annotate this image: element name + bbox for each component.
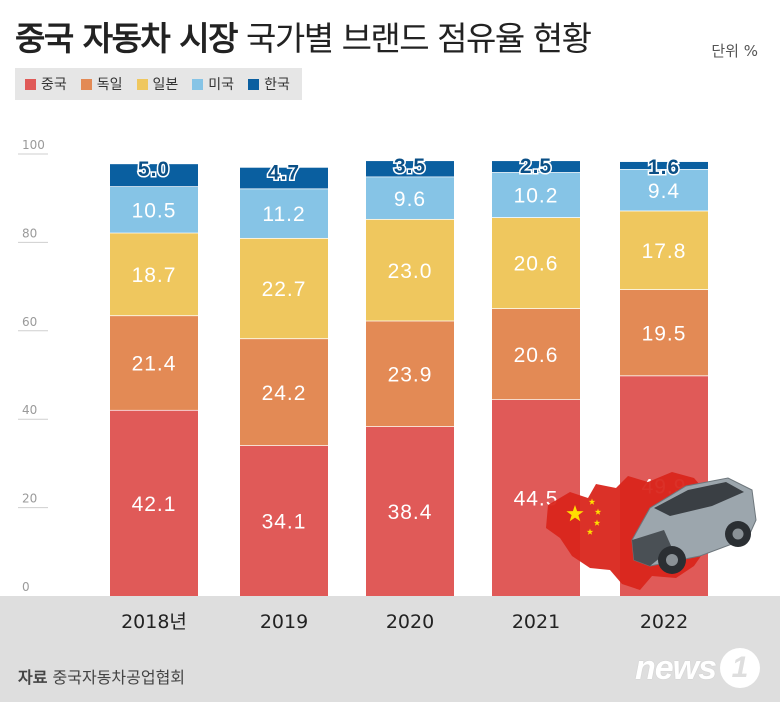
- data-label-0-0: 42.1: [132, 493, 177, 516]
- data-label-2-4: 3.5: [394, 155, 426, 178]
- logo-badge: 1: [720, 648, 760, 688]
- bar-1-3: [240, 188, 328, 238]
- data-label-4-3: 9.4: [648, 180, 680, 203]
- legend-item-korea: 한국: [248, 74, 290, 94]
- x-tick-label-0: 2018년: [121, 611, 187, 633]
- bar-4-4: [620, 161, 708, 170]
- car-windows: [654, 482, 744, 516]
- x-tick-label-4: 2022: [640, 611, 688, 633]
- footer-band: [0, 596, 780, 702]
- data-label-1-2: 22.7: [262, 278, 307, 301]
- data-label-0-3: 10.5: [132, 199, 177, 222]
- unit-label: 단위 %: [711, 42, 758, 60]
- legend-swatch-china: [25, 78, 36, 90]
- bar-0-1: [110, 315, 198, 410]
- data-label-3-3: 10.2: [514, 185, 559, 208]
- legend-swatch-korea: [248, 78, 260, 90]
- data-label-3-4: 2.5: [520, 155, 552, 178]
- x-tick-label-3: 2021: [512, 611, 560, 633]
- bar-0-0: [110, 409, 198, 596]
- legend-label-japan: 일본: [152, 77, 179, 93]
- data-label-2-0: 38.4: [388, 501, 433, 524]
- y-tick-label-100: 100: [22, 138, 45, 152]
- bar-2-1: [366, 320, 454, 427]
- bar-3-1: [492, 308, 580, 400]
- bar-1-1: [240, 338, 328, 446]
- news1-logo: news 1: [635, 648, 760, 688]
- data-label-3-0: 44.5: [514, 488, 559, 511]
- source-text: 중국자동차공업협회: [52, 668, 186, 687]
- bar-4-2: [620, 210, 708, 290]
- title-light: 국가별 브랜드 점유율 현황: [246, 19, 592, 58]
- data-label-2-3: 9.6: [394, 188, 426, 211]
- data-label-1-1: 24.2: [262, 382, 307, 405]
- legend: 중국 독일 일본 미국 한국: [15, 68, 302, 100]
- bar-4-3: [620, 169, 708, 211]
- bar-4-1: [620, 289, 708, 376]
- data-label-0-4: 5.0: [138, 158, 170, 181]
- flag-star-small-icon: [588, 498, 596, 505]
- data-label-3-1: 20.6: [514, 344, 559, 367]
- y-tick-label-20: 20: [22, 492, 37, 506]
- bar-3-3: [492, 172, 580, 218]
- data-label-1-0: 34.1: [262, 511, 307, 534]
- bar-1-0: [240, 445, 328, 596]
- title-bold: 중국 자동차 시장: [15, 19, 239, 58]
- data-label-4-2: 17.8: [642, 240, 687, 263]
- y-tick-label-0: 0: [22, 580, 30, 594]
- x-tick-label-2: 2020: [386, 611, 434, 633]
- legend-label-germany: 독일: [96, 77, 123, 93]
- bar-2-2: [366, 218, 454, 321]
- x-tick-label-1: 2019: [260, 611, 308, 633]
- car-front: [632, 530, 672, 566]
- chart-title: 중국 자동차 시장 국가별 브랜드 점유율 현황: [15, 12, 592, 60]
- legend-swatch-germany: [80, 78, 92, 90]
- car-hub-front: [666, 554, 678, 566]
- bar-2-4: [366, 161, 454, 177]
- flag-star-small-icon: [593, 519, 601, 526]
- bar-3-4: [492, 161, 580, 173]
- bar-0-2: [110, 232, 198, 316]
- legend-label-korea: 한국: [264, 77, 290, 93]
- y-tick-label-40: 40: [22, 403, 37, 417]
- legend-swatch-japan: [136, 78, 148, 90]
- flag-star-small-icon: [594, 508, 602, 515]
- bar-0-3: [110, 186, 198, 233]
- car-icon: [631, 477, 757, 574]
- bar-1-4: [240, 167, 328, 189]
- bar-0-4: [110, 164, 198, 187]
- y-tick-label-80: 80: [22, 226, 37, 240]
- data-label-1-3: 11.2: [262, 203, 305, 226]
- bar-1-2: [240, 237, 328, 339]
- legend-label-china: 중국: [41, 77, 67, 93]
- source-note: 자료 중국자동차공업협회: [18, 664, 185, 688]
- data-label-4-4: 1.6: [648, 156, 680, 179]
- data-label-4-1: 19.5: [642, 322, 687, 345]
- legend-item-usa: 미국: [192, 74, 234, 94]
- bar-2-3: [366, 176, 454, 219]
- legend-item-japan: 일본: [136, 74, 179, 94]
- flag-star-large-icon: [566, 505, 584, 522]
- data-label-1-4: 4.7: [268, 162, 300, 185]
- bar-3-2: [492, 217, 580, 309]
- data-label-0-2: 18.7: [132, 264, 177, 287]
- bar-2-0: [366, 426, 454, 596]
- car-hub-rear: [732, 528, 744, 540]
- data-label-2-2: 23.0: [388, 260, 433, 283]
- data-label-2-1: 23.9: [388, 363, 433, 386]
- legend-item-china: 중국: [25, 74, 67, 94]
- source-label: 자료: [18, 668, 48, 687]
- flag-star-small-icon: [586, 528, 594, 535]
- y-tick-label-60: 60: [22, 315, 37, 329]
- logo-text: news: [634, 648, 717, 687]
- legend-swatch-usa: [192, 78, 204, 90]
- data-label-0-1: 21.4: [132, 353, 177, 376]
- legend-item-germany: 독일: [80, 74, 123, 94]
- legend-label-usa: 미국: [208, 77, 235, 93]
- data-label-3-2: 20.6: [514, 253, 559, 276]
